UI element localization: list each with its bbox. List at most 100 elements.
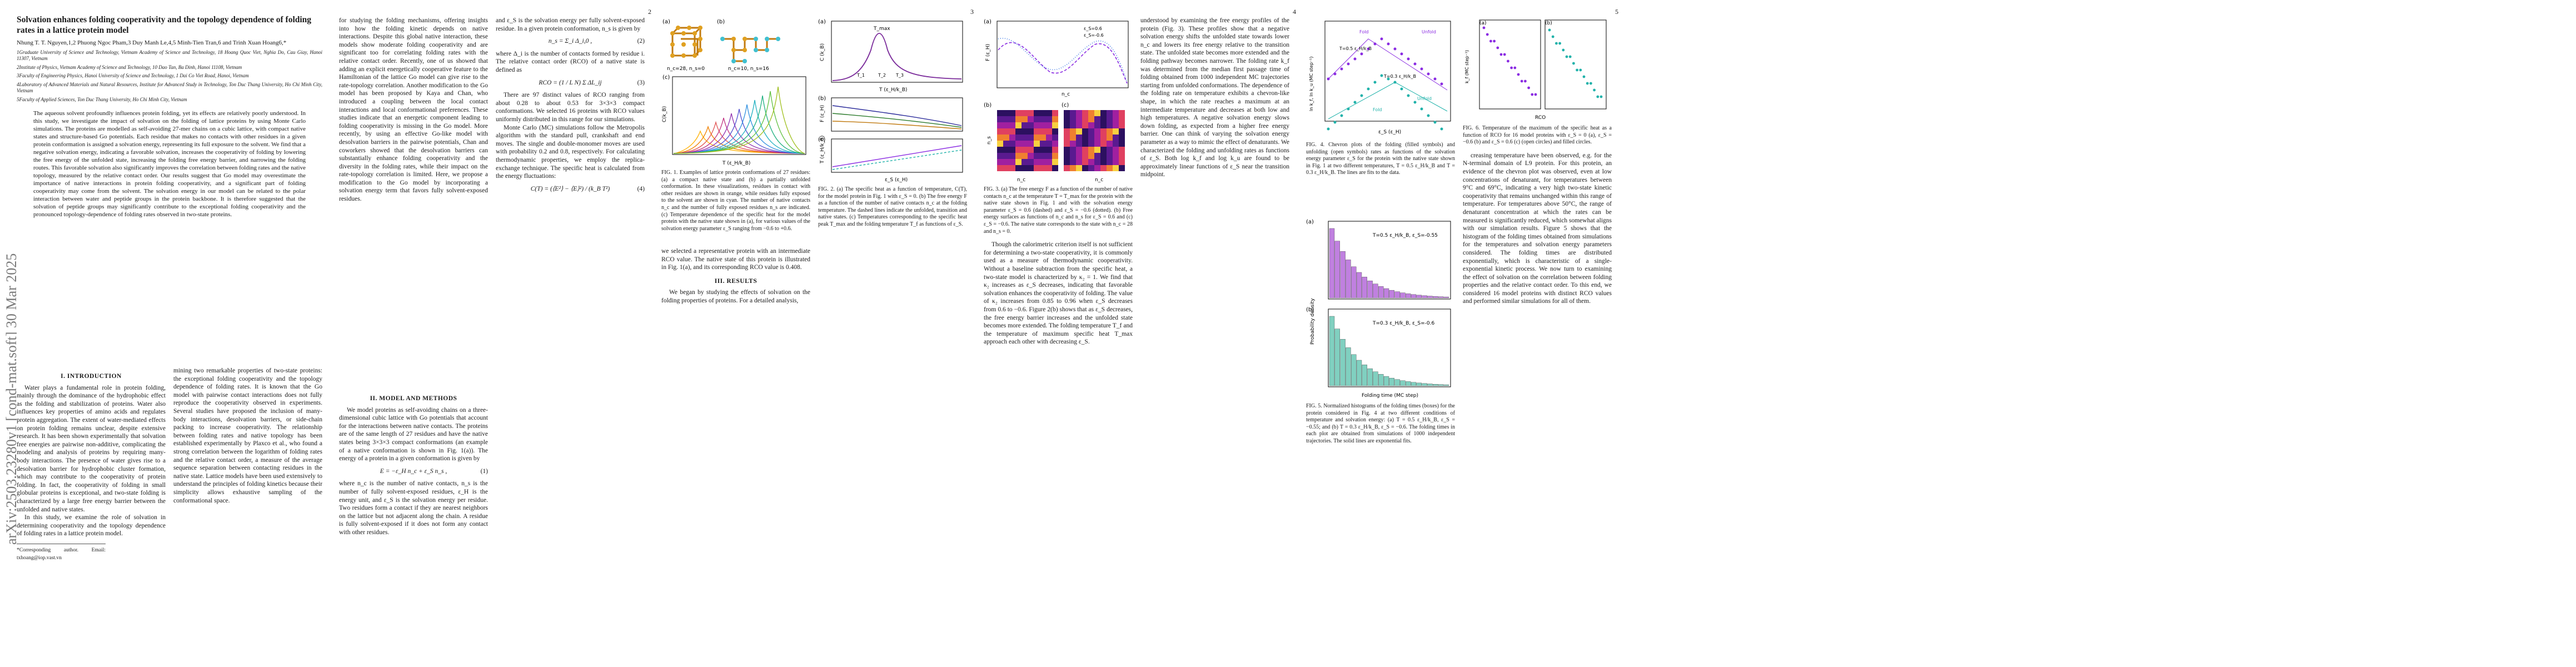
heatmap-cell — [1046, 135, 1052, 141]
histogram-bar — [1416, 382, 1422, 386]
series-label: Fold — [1359, 29, 1369, 34]
heatmap-cell — [1113, 153, 1119, 159]
heatmap-cell — [1070, 141, 1076, 147]
data-point — [1367, 87, 1370, 91]
specific-heat-curve — [673, 113, 805, 154]
figure-caption: FIG. 6. Temperature of the maximum of th… — [1463, 125, 1612, 146]
heatmap-cell — [1113, 110, 1119, 116]
heatmap-cell — [1028, 110, 1034, 116]
paragraph: we selected a representative protein wit… — [661, 248, 810, 271]
page-5: 5 Fold Unfold Fold Unfold T=0.5 ε_H/k_B … — [1306, 0, 1623, 667]
heatmap-cell — [1009, 128, 1015, 135]
histogram-bar — [1422, 383, 1427, 386]
data-point — [1400, 87, 1403, 91]
lattice-native — [670, 26, 702, 58]
data-point — [1555, 42, 1558, 45]
heatmap-cell — [1003, 116, 1009, 122]
data-point — [1380, 37, 1383, 41]
figure-3-graphic: (a) ε_S=0.6 ε_S=-0.6 F (ε_H) n_c (b) n_c… — [984, 19, 1129, 183]
heatmap-cell — [1040, 128, 1046, 135]
histogram-bar — [1351, 266, 1357, 298]
heatmap-cell — [1088, 128, 1094, 135]
figure-4-graphic: Fold Unfold Fold Unfold T=0.5 ε_H/k_B T=… — [1309, 21, 1451, 135]
data-point — [1499, 53, 1503, 56]
heatmap-cell — [1082, 159, 1088, 165]
heatmap-cell — [1009, 153, 1015, 159]
specific-heat-curve — [673, 91, 805, 154]
heatmap-cell — [1022, 116, 1028, 122]
temperature-line — [832, 150, 962, 170]
heatmap-cell — [1052, 122, 1058, 128]
histogram-bar — [1346, 260, 1351, 298]
heatmap-cell — [1015, 147, 1022, 153]
heatmap-cell — [1040, 159, 1046, 165]
histogram-bar — [1383, 288, 1389, 298]
histogram-bar — [1389, 377, 1395, 386]
axes-frame — [1544, 19, 1607, 109]
heatmap-cell — [1028, 147, 1034, 153]
heatmap-cell — [1100, 165, 1107, 171]
histogram-bar — [1378, 286, 1384, 298]
figure-1-graphic: (a) n_c=28, n_s=0 (b) n_c — [662, 19, 806, 166]
section-heading: II. MODEL AND METHODS — [370, 395, 457, 402]
heatmap-cell — [1094, 116, 1100, 122]
equation-number: (3) — [637, 79, 645, 86]
affiliation: 1Graduate University of Science and Tech… — [17, 49, 322, 62]
paragraph: Water plays a fundamental role in protei… — [17, 384, 166, 513]
data-point — [1360, 94, 1363, 97]
scatter-b — [1548, 28, 1603, 98]
heatmap-cell — [1064, 147, 1070, 153]
axes-frame — [996, 21, 1129, 88]
heatmap-cell — [1022, 159, 1028, 165]
specific-heat-curve — [673, 108, 805, 154]
heatmap-cell — [1015, 122, 1022, 128]
data-point — [1420, 67, 1423, 71]
heatmap-cell — [997, 141, 1003, 147]
heatmap-cell — [1100, 135, 1107, 141]
histogram-bar — [1356, 360, 1362, 386]
heatmap-cell — [1046, 110, 1052, 116]
panel-label: (a) — [1479, 21, 1487, 26]
heatmap-cell — [1100, 159, 1107, 165]
axes-frame — [831, 138, 963, 173]
footnote: *Corresponding author. Email: txhoang@io… — [17, 543, 106, 563]
heatmap-cell — [1040, 122, 1046, 128]
free-energy-surface — [997, 110, 1058, 171]
histogram-bar — [1378, 374, 1384, 386]
heatmap-cell — [997, 122, 1003, 128]
axis-label: n_c — [1095, 177, 1103, 183]
heatmap-cell — [997, 147, 1003, 153]
heatmap-cell — [1064, 128, 1070, 135]
heatmap-cell — [1028, 116, 1034, 122]
data-point — [1596, 95, 1600, 98]
axis-label: RCO — [1535, 115, 1546, 121]
heatmap-cell — [1052, 116, 1058, 122]
heatmap-cell — [1076, 165, 1082, 171]
heatmap-cell — [1003, 165, 1009, 171]
histogram-bar — [1422, 295, 1427, 298]
heatmap-cell — [1094, 135, 1100, 141]
heatmap-cell — [1094, 110, 1100, 116]
marker-label: T_2 — [878, 73, 886, 78]
histogram-bar — [1427, 384, 1433, 386]
heatmap-cell — [997, 110, 1003, 116]
heatmap-cell — [1034, 141, 1040, 147]
heatmap-cell — [1046, 153, 1052, 159]
heatmap-cell — [1094, 128, 1100, 135]
equation-number: (2) — [637, 38, 645, 45]
heatmap-cell — [1009, 116, 1015, 122]
page-2: 2 for studying the folding mechanisms, o… — [339, 0, 656, 667]
heatmap-cell — [1076, 122, 1082, 128]
data-point — [1373, 42, 1377, 46]
figure-6-graphic: (a) (b) k_f (MC step⁻¹) RCO — [1464, 19, 1607, 121]
heatmap-cell — [1034, 116, 1040, 122]
free-energy-curve — [998, 42, 1128, 84]
temperature-lines — [832, 145, 962, 170]
arxiv-stamp: arXiv:2503.23280v1 [cond-mat.soft] 30 Ma… — [3, 133, 19, 545]
heatmap-cell — [1088, 165, 1094, 171]
annotation: T_max — [873, 26, 890, 32]
paragraph: where n_c is the number of native contac… — [339, 480, 488, 536]
histogram-bar — [1367, 368, 1373, 386]
data-point — [1340, 67, 1343, 71]
paper-title: Solvation enhances folding cooperativity… — [17, 15, 312, 35]
